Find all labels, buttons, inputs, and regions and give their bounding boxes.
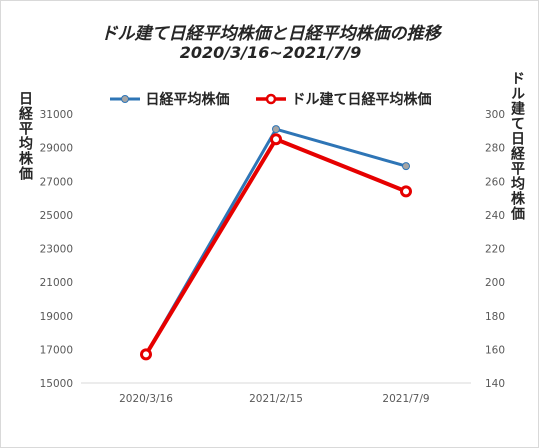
y-right-tick-label: 160 — [485, 344, 505, 356]
y-right-tick-label: 200 — [485, 277, 505, 289]
y-right-tick-label: 300 — [485, 109, 505, 121]
legend: 日経平均株価 ドル建て日経平均株価 — [1, 89, 538, 109]
y-right-tick-label: 260 — [485, 176, 505, 188]
y-left-tick-label: 17000 — [40, 344, 73, 356]
legend-label-dollar-nikkei: ドル建て日経平均株価 — [291, 92, 432, 108]
y-left-tick-label: 23000 — [40, 244, 73, 256]
series-point-1 — [400, 185, 412, 198]
y-left-tick-label: 15000 — [40, 378, 73, 390]
series-point-0 — [272, 125, 280, 134]
legend-swatch-nikkei — [109, 95, 140, 103]
series-line-0 — [144, 127, 408, 356]
y-left-tick-label: 19000 — [40, 311, 73, 323]
legend-swatch-dollar-nikkei — [255, 93, 286, 105]
x-tick-label: 2020/3/16 — [119, 393, 173, 405]
y-left-tick-label: 29000 — [40, 143, 73, 155]
x-tick-label: 2021/2/15 — [249, 393, 303, 405]
y-left-tick-label: 27000 — [40, 176, 73, 188]
y-right-tick-label: 140 — [485, 378, 505, 390]
chart-title: ドル建て日経平均株価と日経平均株価の推移 — [100, 24, 441, 44]
y-left-tick-label: 21000 — [40, 277, 73, 289]
y-right-tick-label: 220 — [485, 244, 505, 256]
series-point-0 — [402, 162, 410, 171]
legend-item-nikkei: 日経平均株価 — [109, 89, 230, 109]
y-right-tick-label: 240 — [485, 210, 505, 222]
x-tick-label: 2021/7/9 — [382, 393, 429, 405]
series-line-1 — [144, 137, 408, 357]
y-left-tick-label: 31000 — [40, 109, 73, 121]
y-left-tick-label: 25000 — [40, 210, 73, 222]
y-axis-left-label: 日経平均株価 — [17, 91, 33, 181]
series-point-1 — [270, 133, 282, 146]
chart-subtitle: 2020/3/16~2021/7/9 — [179, 43, 362, 62]
legend-label-nikkei: 日経平均株価 — [145, 92, 230, 108]
y-right-tick-label: 280 — [485, 143, 505, 155]
y-axis-right-label: ドル建て日経平均株価 — [509, 71, 525, 221]
legend-item-dollar-nikkei: ドル建て日経平均株価 — [255, 89, 432, 109]
y-right-tick-label: 180 — [485, 311, 505, 323]
series-point-1 — [140, 348, 152, 361]
